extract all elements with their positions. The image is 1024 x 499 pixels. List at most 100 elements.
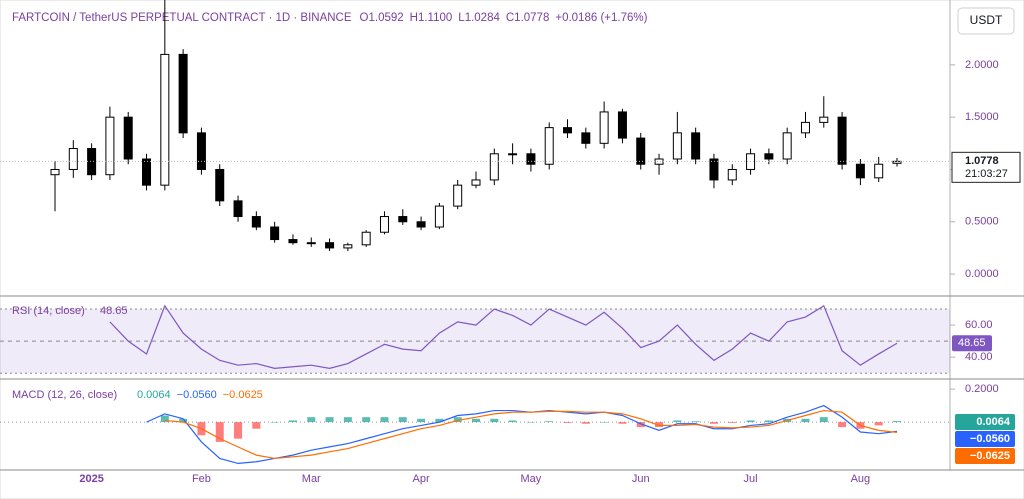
rsi-badge-label: 48.65 [958, 337, 986, 349]
macd-histogram-bar [417, 418, 426, 423]
macd-badge-label: 0.0064 [976, 416, 1011, 428]
macd-histogram-bar [380, 417, 389, 423]
rsi-title: RSI (14, close) [12, 305, 85, 317]
candle-body [819, 116, 829, 123]
macd-histogram-bar [435, 418, 444, 423]
macd-histogram-bar [874, 422, 883, 426]
macd-histogram-bar [215, 422, 224, 442]
x-tick-label: Feb [192, 473, 211, 485]
macd-histogram-bar [746, 420, 755, 423]
macd-histogram-bar [618, 422, 627, 424]
x-tick-label: Mar [302, 473, 321, 485]
macd-line [146, 404, 898, 465]
y-tick-label: 1.5000 [965, 111, 999, 123]
macd-badge-label: −0.0625 [970, 450, 1010, 462]
x-tick-label: Jul [744, 473, 758, 485]
candle-body [508, 153, 518, 156]
macd-histogram-bar [453, 417, 462, 423]
candle-body [306, 242, 316, 245]
macd-title: MACD (12, 26, close) [12, 389, 117, 401]
macd-histogram-bar [691, 421, 700, 423]
rsi-legend-value: 48.65 [100, 305, 128, 317]
candle-body [782, 132, 792, 160]
candle-body [379, 216, 389, 233]
candle-body [68, 148, 78, 170]
macd-histogram-bar [508, 420, 517, 423]
macd-histogram-bar [234, 422, 243, 439]
candle-body [727, 168, 737, 181]
y-tick-label: 0.2000 [965, 383, 999, 395]
macd-histogram-bar [728, 422, 737, 423]
macd-histogram-bar [673, 420, 682, 423]
candle-body [87, 148, 97, 176]
macd-histogram-bar [288, 420, 297, 423]
macd-histogram-bar [655, 422, 664, 428]
candle-body [142, 158, 152, 186]
candle-body [215, 168, 225, 202]
currency-button[interactable] [957, 7, 1015, 35]
candle-body [489, 153, 499, 181]
macd-histogram-bar [398, 417, 407, 423]
macd-histogram-bar [545, 421, 554, 423]
candle-body [325, 242, 335, 249]
macd-histogram-bar [838, 422, 847, 428]
macd-histogram-bar [325, 417, 334, 423]
macd-histogram-bar [526, 422, 535, 423]
last-price: 1.0778 [965, 155, 999, 167]
candle-body [617, 111, 627, 139]
candle-body [123, 116, 133, 160]
x-tick-label: Apr [413, 473, 430, 485]
candle-body [416, 221, 426, 228]
macd-legend-value: 0.0064 [137, 389, 171, 401]
x-tick-label: May [521, 473, 542, 485]
macd-histogram-bar [270, 422, 279, 423]
candle-body [654, 158, 664, 165]
y-tick-label: 40.00 [965, 351, 993, 363]
candle-body [855, 163, 865, 179]
candle-body [599, 111, 609, 144]
candle-body [434, 205, 444, 228]
x-tick-label: Jun [632, 473, 650, 485]
candle-body [874, 163, 884, 179]
candle-body [471, 179, 481, 186]
candle-body [361, 231, 371, 246]
candle-body [160, 53, 170, 186]
x-tick-label: 2025 [79, 473, 103, 485]
macd-histogram-bar [160, 415, 169, 423]
candle-body [196, 132, 206, 170]
macd-histogram-bar [343, 417, 352, 423]
macd-histogram-bar [819, 417, 828, 423]
candle-body [105, 116, 115, 176]
y-tick-label: 0.5000 [965, 216, 999, 228]
countdown: 21:03:27 [965, 168, 1008, 180]
y-tick-label: 0.0000 [965, 268, 999, 280]
macd-histogram-bar [307, 417, 316, 423]
header: FARTCOIN / TetherUS PERPETUAL CONTRACT ·… [12, 12, 648, 24]
candle-body [672, 132, 682, 160]
currency-button-label[interactable]: USDT [970, 13, 1003, 27]
macd-histogram-bar [600, 422, 609, 423]
macd-histogram-bar [563, 422, 572, 423]
candle-body [251, 216, 261, 228]
macd-histogram-bar [636, 422, 645, 428]
candle-body [343, 244, 353, 249]
candle-body [636, 137, 646, 165]
ohlc-value: O1.0592 [360, 12, 404, 24]
candle-body [691, 132, 701, 160]
ohlc-value: C1.0778 [506, 12, 549, 24]
macd-histogram-bar [801, 418, 810, 423]
macd-histogram-bar [490, 418, 499, 423]
candle-body [563, 127, 573, 134]
ohlc-value: +0.0186 (+1.76%) [555, 12, 647, 24]
rsi-line [109, 304, 898, 369]
macd-histogram-bar [179, 418, 188, 423]
macd-histogram-bar [581, 422, 590, 424]
macd-histogram-bar [893, 421, 901, 423]
candle-body [50, 168, 60, 176]
y-tick-label: 2.0000 [965, 59, 999, 71]
candle-body [233, 200, 243, 218]
macd-histogram-bar [709, 422, 718, 424]
candle-body [544, 127, 554, 165]
